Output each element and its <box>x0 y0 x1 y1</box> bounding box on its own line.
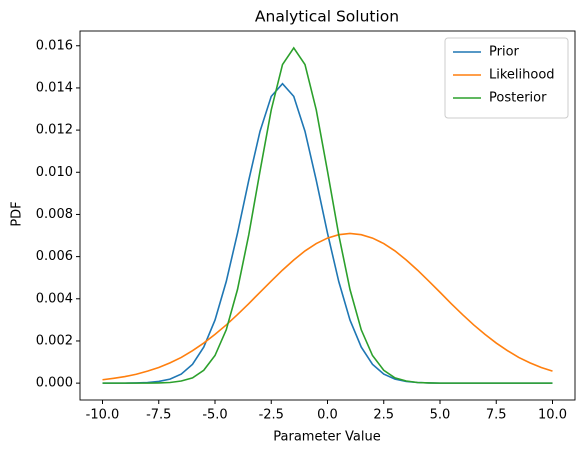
legend-label: Posterior <box>489 91 547 106</box>
x-tick-label: 7.5 <box>486 408 507 423</box>
series-line <box>102 232 553 381</box>
x-axis-label: Parameter Value <box>273 430 380 445</box>
x-tick-label: 2.5 <box>373 408 394 423</box>
y-tick-label: 0.010 <box>36 165 73 180</box>
x-tick-label: -10.0 <box>86 408 120 423</box>
series-line <box>102 82 553 384</box>
series-line <box>102 46 553 384</box>
y-tick-label: 0.006 <box>36 249 73 264</box>
x-tick-label: 5.0 <box>430 408 451 423</box>
y-tick-label: 0.016 <box>36 38 73 53</box>
y-tick-label: 0.014 <box>36 80 73 95</box>
x-tick-label: 10.0 <box>538 408 567 423</box>
chart-title: Analytical Solution <box>255 8 399 26</box>
y-tick-label: 0.004 <box>36 291 73 306</box>
y-tick-label: 0.002 <box>36 333 73 348</box>
x-tick-label: 0.0 <box>317 408 338 423</box>
y-tick-label: 0.008 <box>36 207 73 222</box>
x-tick-label: -5.0 <box>202 408 227 423</box>
plot-frame <box>79 30 576 401</box>
x-tick-label: -7.5 <box>146 408 171 423</box>
legend-label: Likelihood <box>489 68 555 83</box>
x-tick-label: -2.5 <box>259 408 284 423</box>
legend-label: Prior <box>489 45 520 60</box>
y-tick-label: 0.000 <box>36 376 73 391</box>
y-axis-label: PDF <box>10 201 25 226</box>
y-tick-label: 0.012 <box>36 123 73 138</box>
